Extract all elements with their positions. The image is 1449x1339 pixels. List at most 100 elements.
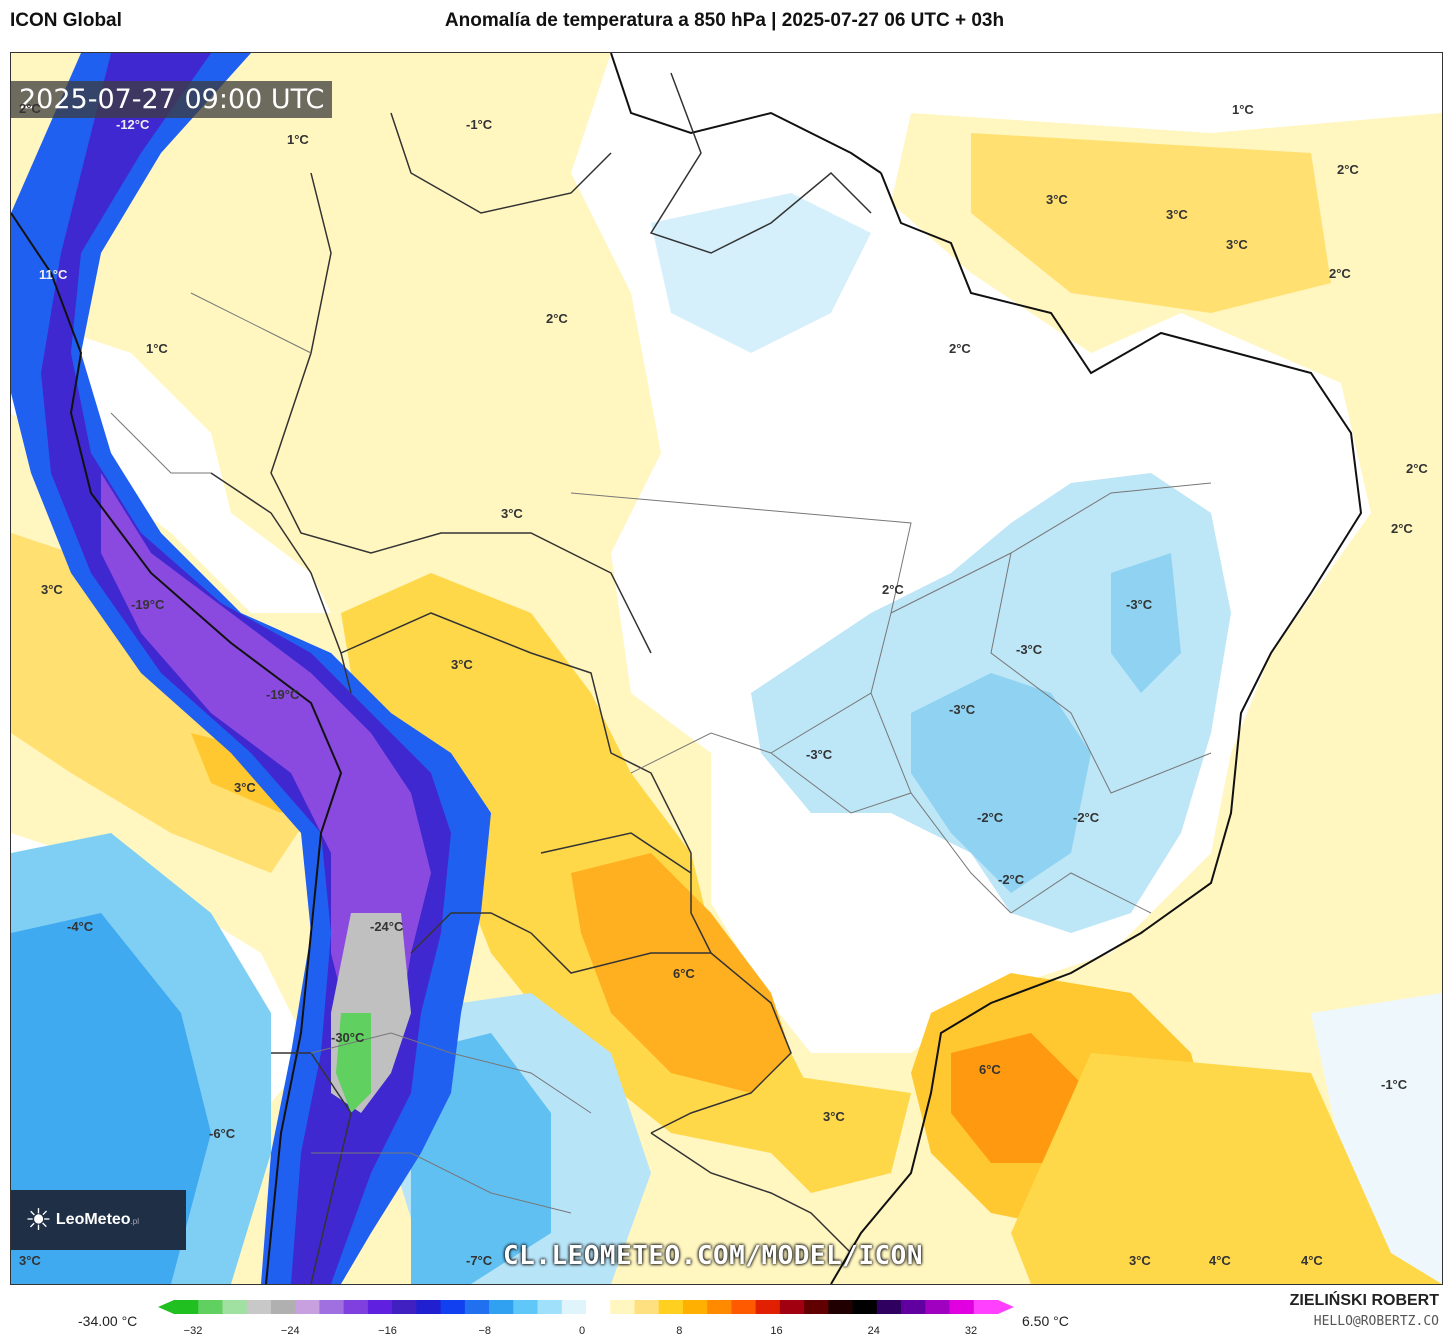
colorbar-segment <box>343 1300 369 1314</box>
colorbar-max-arrow <box>998 1300 1014 1314</box>
contour-label: -24°C <box>370 919 404 934</box>
colorbar-segment <box>295 1300 320 1314</box>
colorbar-segment <box>246 1300 272 1314</box>
map-title: Anomalía de temperatura a 850 hPa | 2025… <box>444 10 1005 31</box>
colorbar-segment <box>707 1300 732 1314</box>
colorbar-tick-label: 16 <box>770 1325 783 1337</box>
colorbar-segment <box>610 1300 635 1314</box>
contour-label: -2°C <box>1073 810 1100 825</box>
contour-label: 2°C <box>546 311 568 326</box>
author-email: HELLO@ROBERTZ.CO <box>1313 1314 1439 1329</box>
colorbar-min-arrow <box>158 1300 174 1314</box>
colorbar-tick-label: −8 <box>478 1325 492 1337</box>
colorbar-segment <box>537 1300 563 1314</box>
warm-core-south-atlantic <box>951 1033 1091 1163</box>
andes-peak-cold <box>336 1013 371 1113</box>
colorbar-segment <box>731 1300 757 1314</box>
colorbar-segment <box>949 1300 975 1314</box>
contour-label: 11°C <box>39 267 68 282</box>
contour-label: 4°C <box>1301 1253 1323 1268</box>
contour-label: -19°C <box>266 687 300 702</box>
colorbar-segment <box>682 1300 708 1314</box>
contour-label: 1°C <box>146 341 168 356</box>
sun-icon: ☀ <box>25 1202 52 1238</box>
contour-label: 2°C <box>1391 521 1413 536</box>
cool-core-bahia <box>1111 553 1181 693</box>
colorbar-tick-label: −24 <box>280 1325 300 1337</box>
warm-core-paraguay <box>571 853 791 1093</box>
contour-label: -19°C <box>131 597 165 612</box>
cool-zone-north <box>651 193 871 353</box>
warm-zone-atlantic-south <box>1011 1053 1442 1284</box>
neutral-zone-atlantic <box>1311 993 1442 1284</box>
contour-label: -3°C <box>949 702 976 717</box>
colorbar-segment <box>489 1300 514 1314</box>
contour-label: 3°C <box>1046 192 1068 207</box>
valid-time-label: 2025-07-27 09:00 UTC <box>11 81 333 118</box>
colorbar-segment <box>634 1300 660 1314</box>
contour-label: -2°C <box>998 872 1025 887</box>
colorbar-segment <box>925 1300 951 1314</box>
atlantic-coastline <box>830 172 1363 1284</box>
colorbar-segment <box>222 1300 248 1314</box>
colorbar-segment <box>513 1300 539 1314</box>
colorbar-segment <box>658 1300 684 1314</box>
colorbar <box>158 1300 1014 1314</box>
colorbar-segment <box>416 1300 442 1314</box>
national-borders <box>210 72 872 1284</box>
andes-cold-core <box>101 473 431 1033</box>
colorbar-segment <box>828 1300 854 1314</box>
contour-label: 3°C <box>1166 207 1188 222</box>
colorbar-segment <box>174 1300 199 1314</box>
colorbar-segment <box>270 1300 296 1314</box>
contour-label: -1°C <box>466 117 493 132</box>
colorbar-segment <box>198 1300 223 1314</box>
contour-label: 2°C <box>1406 461 1428 476</box>
contour-label: 2°C <box>1329 266 1351 281</box>
cool-core-east-brazil <box>911 673 1091 893</box>
contour-label: 3°C <box>234 780 256 795</box>
colorbar-tick-label: 32 <box>964 1325 978 1337</box>
coastlines <box>11 53 1363 1284</box>
contour-label: 6°C <box>673 966 695 981</box>
colorbar-tick-label: −16 <box>378 1325 397 1337</box>
contour-label: -3°C <box>1016 642 1043 657</box>
warm-zone-north-atlantic <box>971 133 1331 313</box>
colorbar-segment <box>755 1300 781 1314</box>
colorbar-tick-label: −32 <box>183 1325 203 1337</box>
contour-label: -7°C <box>466 1253 493 1268</box>
map-canvas <box>11 53 1442 1284</box>
colorbar-segment <box>852 1300 878 1314</box>
colorbar-segment <box>392 1300 417 1314</box>
contour-label: 3°C <box>1129 1253 1151 1268</box>
contour-label: -3°C <box>1126 597 1153 612</box>
author-name: ZIELIŃSKI ROBERT <box>1289 1292 1439 1309</box>
model-name: ICON Global <box>10 10 122 31</box>
colorbar-segment <box>804 1300 829 1314</box>
colorbar-tick-label: 24 <box>867 1325 880 1337</box>
contour-label: 3°C <box>501 506 523 521</box>
contour-label: 2°C <box>949 341 971 356</box>
contour-label: -4°C <box>67 919 94 934</box>
contour-label: -2°C <box>977 810 1004 825</box>
colorbar-segment <box>779 1300 805 1314</box>
site-watermark: CL.LEOMETEO.COM/MODEL/ICON <box>503 1241 923 1271</box>
contour-label: 2°C <box>882 582 904 597</box>
colorbar-tick-label: 8 <box>676 1325 683 1337</box>
anomaly-map: 2025-07-27 09:00 UTC 2°C -12°C 1°C -1°C … <box>10 52 1443 1285</box>
leometeo-logo: ☀ LeoMeteo.pl <box>11 1190 186 1250</box>
colorbar-segment <box>586 1300 611 1314</box>
contour-label: 3°C <box>1226 237 1248 252</box>
colorbar-segment <box>319 1300 345 1314</box>
pacific-coastline <box>11 212 343 1284</box>
contour-label: 6°C <box>979 1062 1001 1077</box>
colorbar-segment <box>901 1300 926 1314</box>
contour-label: 4°C <box>1209 1253 1231 1268</box>
colorbar-segment <box>973 1300 999 1314</box>
contour-label: 2°C <box>1337 162 1359 177</box>
contour-label: 3°C <box>41 582 63 597</box>
logo-text: LeoMeteo.pl <box>55 1211 140 1228</box>
colorbar-segment <box>876 1300 902 1314</box>
caribbean-coastline <box>610 53 882 174</box>
contour-label: -6°C <box>209 1126 236 1141</box>
